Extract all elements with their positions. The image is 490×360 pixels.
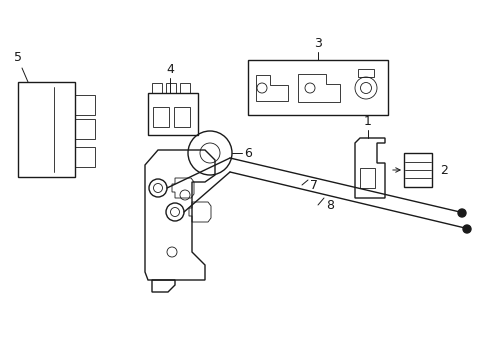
Circle shape	[458, 209, 466, 217]
Text: 6: 6	[244, 147, 252, 159]
Text: 4: 4	[166, 63, 174, 76]
Text: 1: 1	[364, 115, 372, 128]
Text: 2: 2	[440, 163, 448, 176]
Circle shape	[463, 225, 471, 233]
Text: 7: 7	[310, 179, 318, 192]
Text: 5: 5	[14, 51, 22, 64]
Text: 3: 3	[314, 37, 322, 50]
Text: 8: 8	[326, 198, 334, 212]
